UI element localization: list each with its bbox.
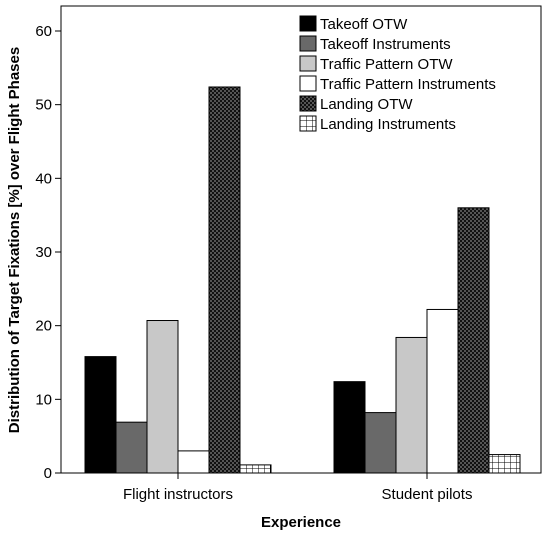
legend-swatch — [299, 15, 317, 32]
x-tick-label: Student pilots — [382, 486, 473, 503]
x-axis-title: Experience — [261, 514, 341, 531]
bar-landing-otw-student-pilots — [457, 207, 490, 474]
bar-traffic-pattern-instruments-student-pilots — [426, 308, 459, 474]
y-tick-label: 50 — [35, 97, 52, 114]
legend-swatch — [299, 35, 317, 52]
x-tick-label: Flight instructors — [123, 486, 233, 503]
y-tick-label: 20 — [35, 318, 52, 335]
y-tick-label: 0 — [44, 465, 52, 482]
legend-label: Takeoff OTW — [320, 16, 408, 33]
bar-takeoff-otw-student-pilots — [333, 381, 366, 474]
legend-label: Landing Instruments — [320, 116, 456, 133]
y-tick-label: 60 — [35, 23, 52, 40]
legend-swatch — [299, 115, 317, 132]
x-axis: Flight instructors Student pilots — [123, 473, 472, 503]
legend-swatch — [299, 75, 317, 92]
y-axis-title: Distribution of Target Fixations [%] ove… — [6, 47, 23, 433]
bar-landing-otw-flight-instructors — [208, 86, 241, 474]
bar-takeoff-instruments-student-pilots — [364, 412, 397, 474]
legend-label: Landing OTW — [320, 96, 413, 113]
legend-swatch — [299, 95, 317, 112]
legend-label: Takeoff Instruments — [320, 36, 451, 53]
y-tick-label: 40 — [35, 170, 52, 187]
bars — [84, 86, 521, 474]
legend-label: Traffic Pattern OTW — [320, 56, 453, 73]
bar-landing-instruments-student-pilots — [488, 454, 521, 474]
bar-landing-instruments-flight-instructors — [239, 464, 272, 474]
y-tick-label: 30 — [35, 244, 52, 261]
bar-traffic-pattern-otw-flight-instructors — [146, 320, 179, 474]
bar-takeoff-instruments-flight-instructors — [115, 421, 148, 474]
y-axis: 0 10 20 30 40 50 60 — [35, 6, 62, 482]
legend: Takeoff OTW Takeoff Instruments Traffic Pa… — [299, 15, 496, 133]
bar-traffic-pattern-otw-student-pilots — [395, 336, 428, 474]
legend-label: Traffic Pattern Instruments — [320, 76, 496, 93]
bar-takeoff-otw-flight-instructors — [84, 356, 117, 474]
legend-swatch — [299, 55, 317, 72]
bar-traffic-pattern-instruments-flight-instructors — [177, 450, 210, 474]
y-tick-label: 10 — [35, 391, 52, 408]
